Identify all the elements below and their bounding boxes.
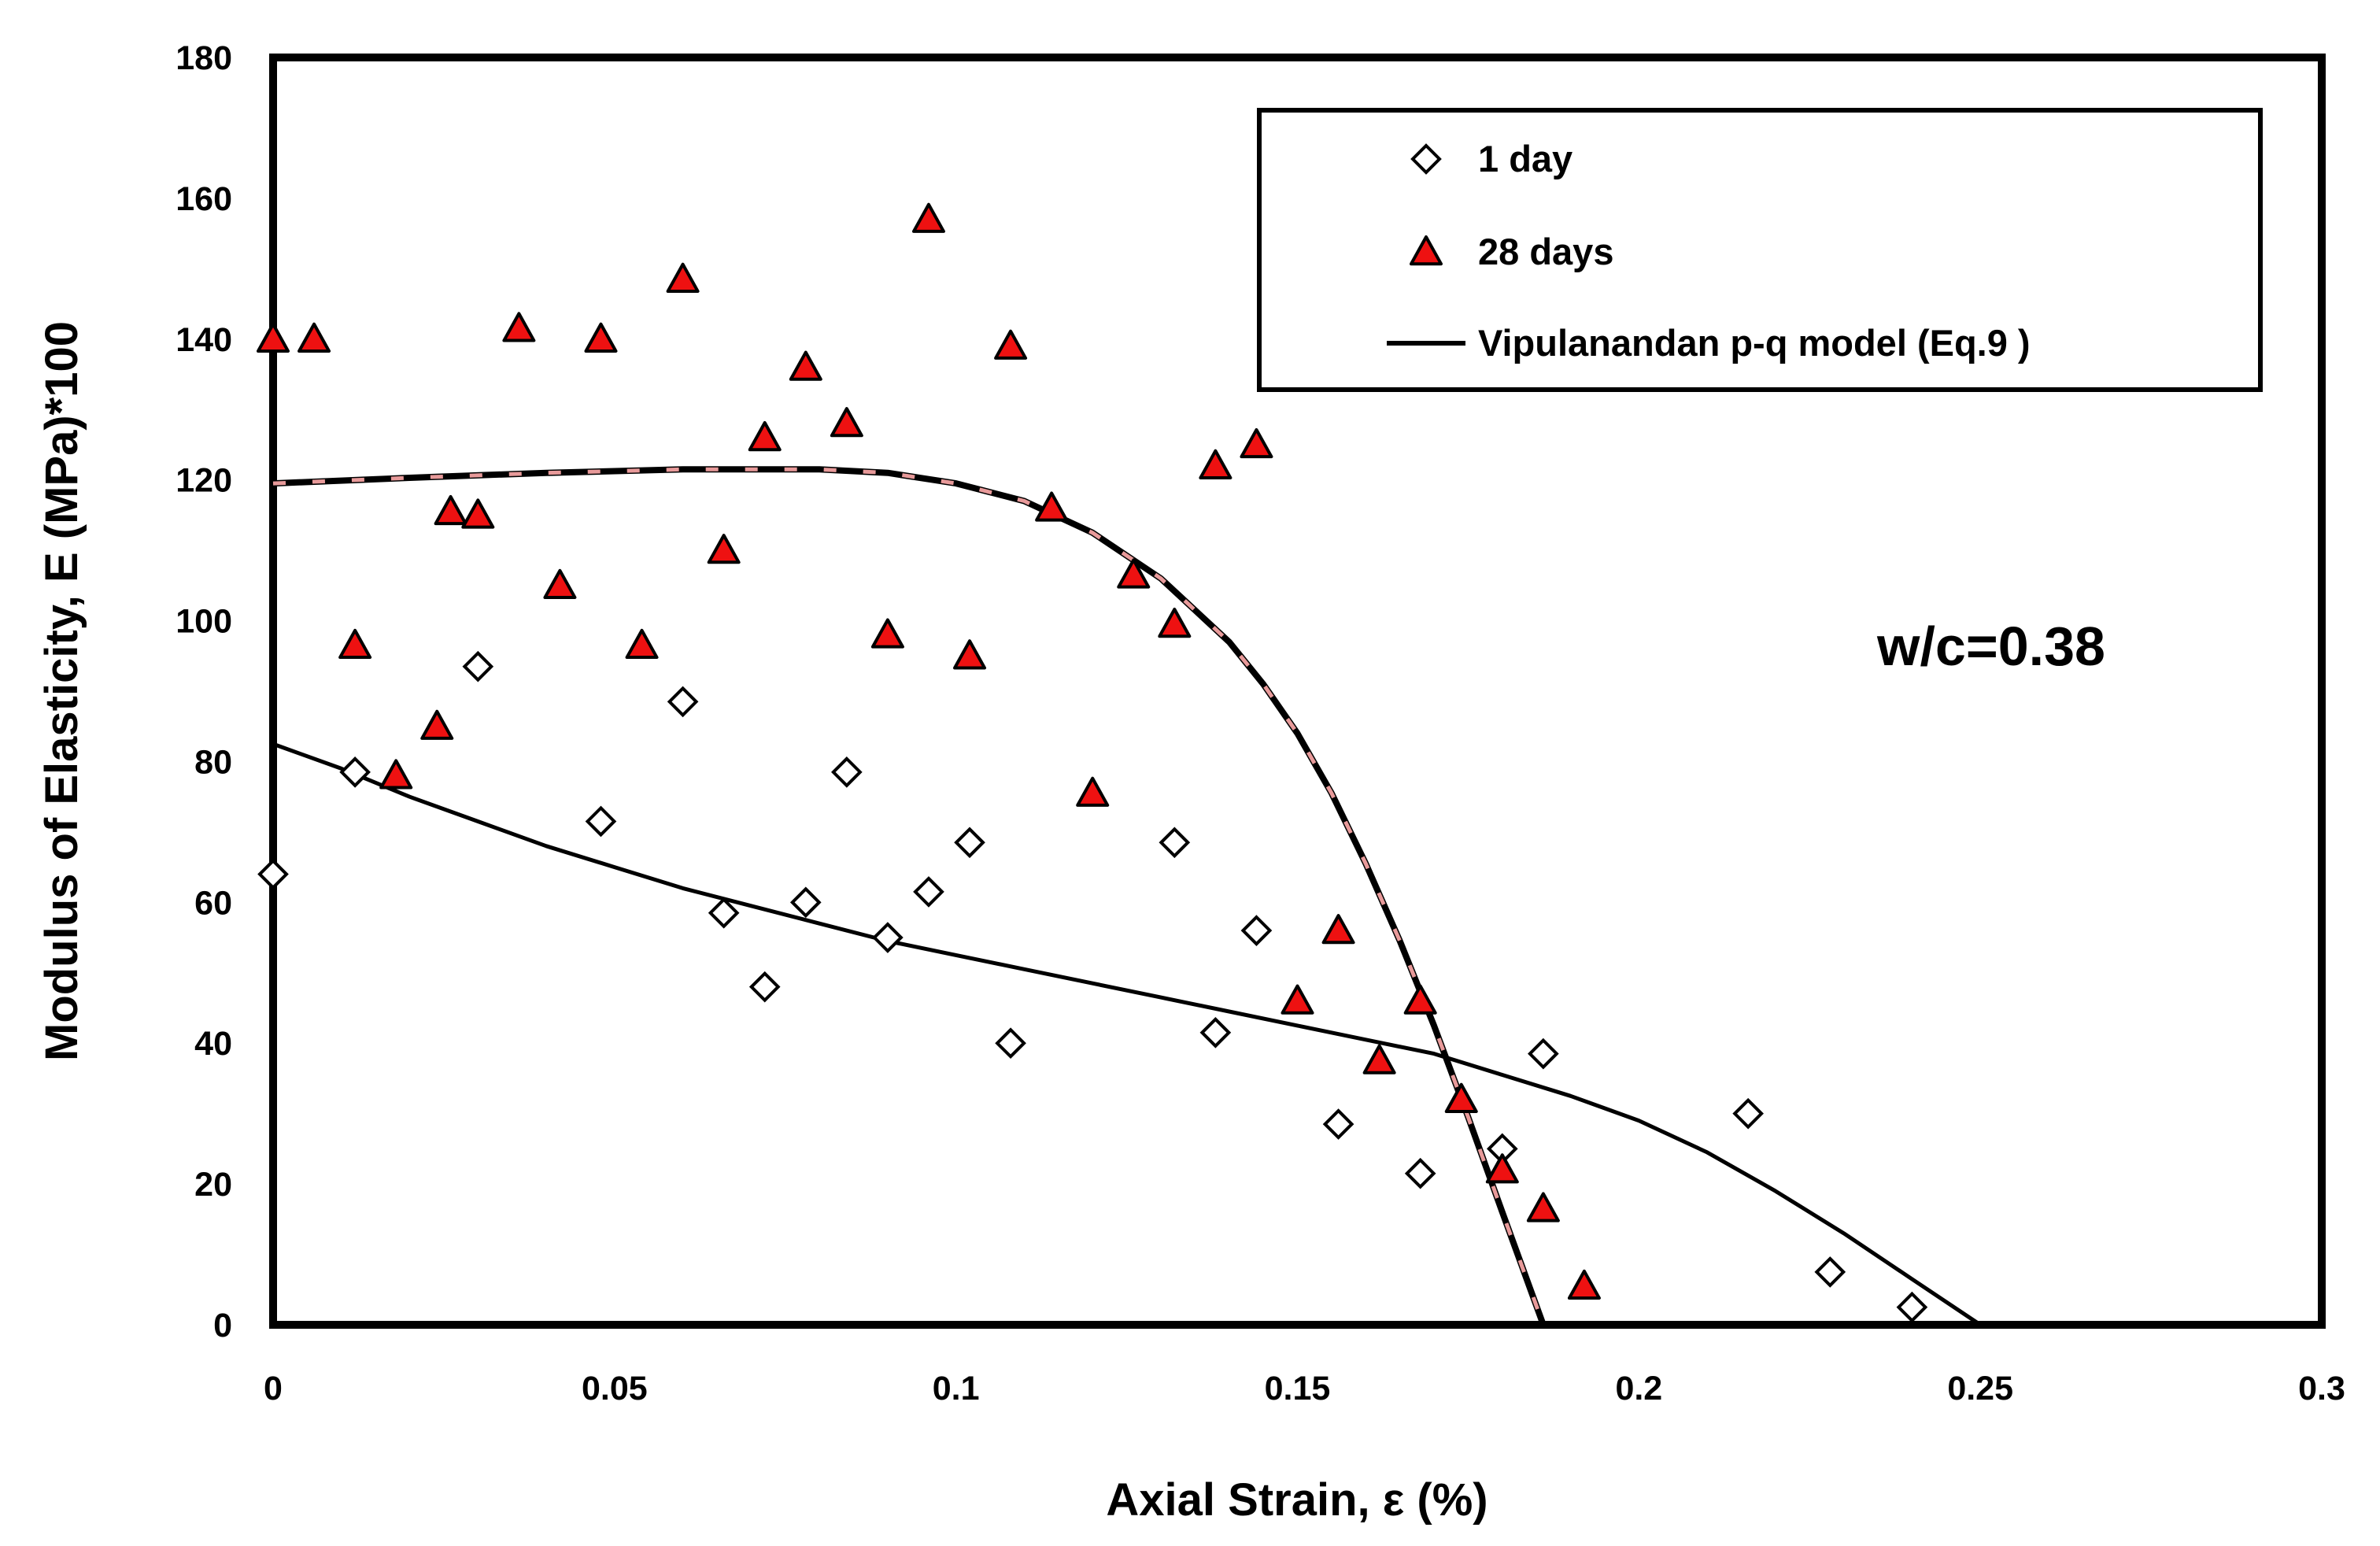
data-point-28-days — [830, 407, 863, 438]
y-tick-label: 20 — [194, 1166, 232, 1204]
data-point-28-days — [994, 329, 1028, 360]
data-point-28-days — [1444, 1082, 1478, 1113]
y-tick-label: 180 — [176, 39, 232, 77]
legend-label-model: Vipulanandan p-q model (Eq.9 ) — [1478, 322, 2031, 364]
data-point-28-days — [1035, 491, 1069, 522]
x-axis-label: Axial Strain, ε (%) — [1106, 1474, 1488, 1526]
x-tick-label: 0.1 — [933, 1370, 980, 1407]
data-point-28-days — [1199, 449, 1232, 479]
data-point-28-days — [257, 322, 290, 353]
data-point-28-days — [298, 322, 331, 353]
y-axis-label: Modulus of Elasticity, E (MPa)*100 — [36, 321, 87, 1061]
data-point-1-day — [257, 858, 289, 890]
data-point-1-day — [789, 886, 822, 919]
data-point-28-days — [1240, 427, 1273, 459]
data-point-1-day — [1896, 1291, 1928, 1323]
data-markers — [257, 202, 1928, 1323]
data-point-1-day — [913, 876, 944, 908]
data-point-1-day — [872, 922, 904, 953]
data-point-28-days — [666, 262, 700, 293]
data-point-1-day — [1732, 1097, 1764, 1130]
x-axis-ticks: 0 0.05 0.1 0.15 0.2 0.25 0.3 — [264, 1370, 2345, 1407]
y-tick-label: 140 — [176, 321, 232, 359]
x-tick-label: 0.25 — [1947, 1370, 2013, 1407]
legend: 1 day 28 days Vipulanandan p-q model (Eq… — [1257, 108, 2263, 392]
x-tick-label: 0.2 — [1615, 1370, 1662, 1407]
legend-label-1-day: 1 day — [1478, 138, 1572, 179]
plot-area-frame — [269, 54, 2326, 1329]
model-curve-model-28-days — [272, 466, 1547, 1326]
legend-label-28-days: 28 days — [1478, 231, 1613, 272]
data-point-1-day — [462, 650, 494, 682]
data-point-28-days — [789, 350, 822, 381]
data-point-28-days — [1567, 1269, 1601, 1300]
data-point-28-days — [625, 628, 659, 660]
data-point-1-day — [995, 1027, 1026, 1060]
y-tick-label: 40 — [194, 1025, 232, 1063]
data-point-1-day — [954, 827, 985, 859]
data-point-1-day — [708, 897, 740, 929]
data-point-1-day — [1199, 1016, 1232, 1049]
y-tick-label: 60 — [194, 884, 232, 922]
y-axis-ticks: 0 20 40 60 80 100 120 140 160 180 — [176, 39, 232, 1344]
data-point-1-day — [339, 756, 371, 788]
data-point-28-days — [584, 322, 618, 353]
data-point-1-day — [748, 971, 781, 1003]
data-point-28-days — [1158, 608, 1192, 638]
x-tick-label: 0 — [264, 1370, 283, 1407]
x-tick-label: 0.3 — [2298, 1370, 2345, 1407]
data-point-1-day — [1404, 1157, 1436, 1189]
data-point-28-days — [420, 709, 454, 740]
data-point-28-days — [502, 312, 536, 342]
data-point-28-days — [1076, 776, 1110, 807]
data-point-1-day — [1814, 1256, 1846, 1288]
data-point-28-days — [461, 498, 495, 529]
y-tick-label: 0 — [213, 1307, 232, 1344]
data-point-28-days — [1526, 1192, 1560, 1222]
legend-triangle-marker — [1410, 235, 1443, 266]
model-curves — [272, 466, 1982, 1327]
data-point-28-days — [1362, 1044, 1396, 1074]
data-point-28-days — [1321, 914, 1355, 945]
x-tick-label: 0.05 — [582, 1370, 648, 1407]
data-point-28-days — [1485, 1153, 1519, 1184]
legend-marker-triangle — [1410, 235, 1443, 266]
model-curve-model-1-day — [272, 742, 1982, 1327]
model-curve-dash-model-28-days — [272, 467, 1546, 1326]
data-point-28-days — [543, 568, 577, 600]
y-tick-label: 120 — [176, 462, 232, 500]
y-tick-label: 80 — [194, 743, 232, 781]
data-point-1-day — [831, 756, 863, 788]
legend-diamond-marker — [1410, 143, 1442, 175]
data-point-1-day — [1322, 1108, 1354, 1140]
data-point-28-days — [434, 494, 468, 526]
data-point-28-days — [1281, 984, 1314, 1015]
data-point-28-days — [1117, 558, 1151, 589]
data-point-1-day — [1159, 827, 1191, 859]
data-point-28-days — [870, 618, 904, 649]
data-point-28-days — [379, 759, 413, 790]
y-tick-label: 160 — [176, 180, 232, 218]
data-point-1-day — [585, 805, 617, 838]
data-point-1-day — [1240, 915, 1273, 946]
data-point-28-days — [748, 421, 782, 452]
legend-marker-diamond — [1410, 143, 1442, 175]
x-tick-label: 0.15 — [1265, 1370, 1331, 1407]
data-point-28-days — [1403, 984, 1437, 1015]
data-point-28-days — [911, 202, 945, 233]
y-tick-label: 100 — [176, 603, 232, 641]
data-point-1-day — [1528, 1037, 1559, 1070]
data-point-1-day — [667, 686, 699, 718]
data-point-28-days — [953, 639, 987, 670]
wc-ratio-annotation: w/c=0.38 — [1876, 616, 2105, 677]
data-point-28-days — [707, 534, 741, 564]
data-point-28-days — [338, 628, 372, 660]
